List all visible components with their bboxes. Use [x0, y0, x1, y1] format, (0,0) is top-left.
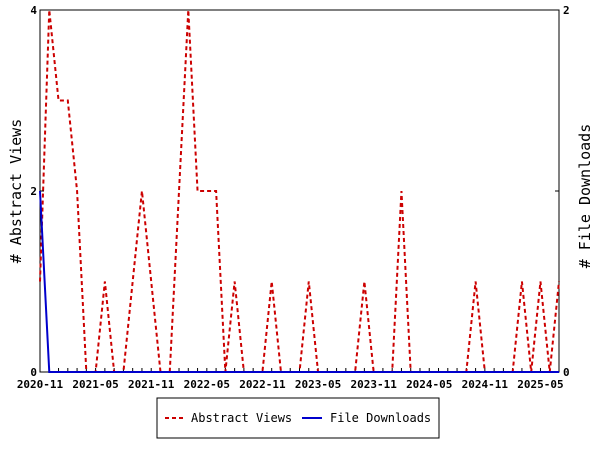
x-tick-label: 2023-11: [350, 378, 397, 391]
plot-area: [39, 9, 560, 373]
x-tick-label: 2022-11: [239, 378, 286, 391]
legend-box: [156, 397, 440, 439]
y-axis-right-title: # File Downloads: [576, 124, 594, 269]
legend-label-file-downloads: File Downloads: [330, 411, 431, 425]
y-axis-left-title: # Abstract Views: [7, 119, 25, 264]
x-tick-label: 2020-11: [17, 378, 64, 391]
series-lines: [39, 9, 560, 373]
x-tick-label: 2024-05: [406, 378, 452, 391]
x-tick-label: 2024-11: [462, 378, 509, 391]
y-left-tick-label: 2: [30, 185, 37, 198]
x-tick-label: 2025-05: [517, 378, 563, 391]
legend-label-abstract-views: Abstract Views: [191, 411, 292, 425]
x-tick-label: 2022-05: [184, 378, 230, 391]
y-left-tick-label: 4: [30, 4, 37, 17]
x-tick-label: 2021-05: [72, 378, 118, 391]
y-right-tick-label: 0: [563, 366, 570, 379]
legend: Abstract Views File Downloads: [156, 397, 440, 439]
tick-labels: 2020-11 2021-05 2021-11 2022-05 2022-11 2023-…: [17, 4, 570, 391]
y-left-tick-label: 0: [30, 366, 37, 379]
y-right-tick-label: 2: [563, 4, 570, 17]
x-tick-label: 2023-05: [295, 378, 341, 391]
x-tick-label: 2021-11: [128, 378, 175, 391]
